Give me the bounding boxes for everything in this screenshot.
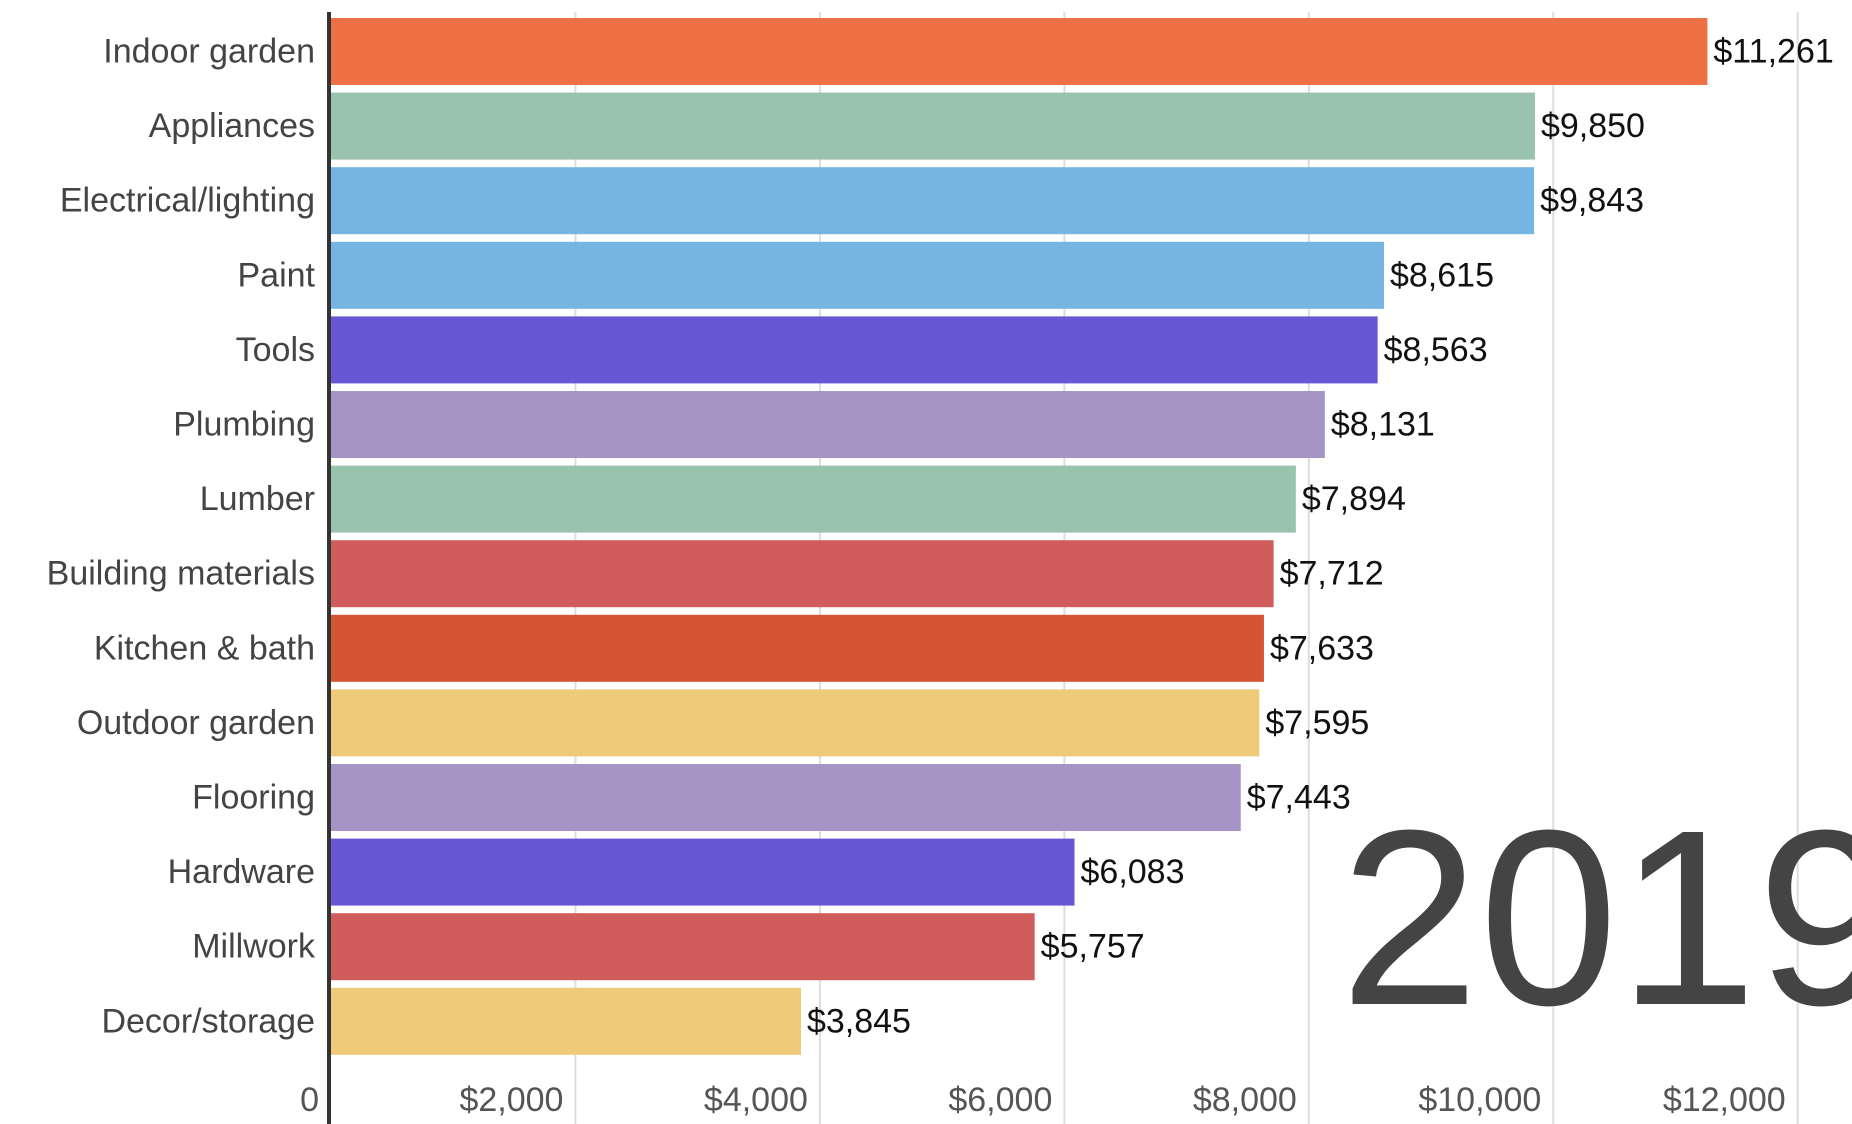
bar — [331, 92, 1535, 160]
value-label: $7,633 — [1270, 629, 1374, 667]
value-label: $7,595 — [1265, 704, 1369, 742]
value-label: $11,261 — [1713, 32, 1833, 70]
category-label: Indoor garden — [103, 32, 315, 70]
value-label: $9,850 — [1541, 107, 1645, 145]
category-label: Plumbing — [173, 405, 315, 443]
category-label: Outdoor garden — [77, 704, 315, 742]
bar — [331, 838, 1075, 906]
bar — [331, 18, 1708, 85]
x-tick-label: $4,000 — [704, 1081, 808, 1119]
bar — [331, 764, 1241, 831]
category-label: Lumber — [200, 480, 315, 518]
value-label: $7,712 — [1280, 555, 1384, 593]
category-label: Appliances — [149, 107, 315, 145]
bar — [331, 167, 1535, 235]
bar — [331, 987, 801, 1055]
bar — [331, 614, 1264, 682]
bar — [331, 540, 1274, 608]
bar — [331, 465, 1296, 533]
value-label: $6,083 — [1081, 853, 1185, 891]
category-label: Tools — [236, 331, 315, 369]
value-label: $8,563 — [1384, 331, 1488, 369]
value-label: $8,131 — [1331, 405, 1435, 443]
category-label: Building materials — [47, 555, 315, 593]
value-label: $7,443 — [1247, 778, 1351, 816]
category-label: Millwork — [192, 928, 316, 966]
x-tick-label: $12,000 — [1663, 1081, 1786, 1119]
bar — [331, 689, 1260, 757]
value-label: $9,843 — [1540, 182, 1644, 220]
year-annotation: 2019 — [1340, 778, 1852, 1057]
value-label: $7,894 — [1302, 480, 1406, 518]
bar — [331, 391, 1325, 458]
bar — [331, 241, 1384, 309]
category-label: Kitchen & bath — [94, 629, 315, 667]
x-tick-label: $8,000 — [1193, 1081, 1297, 1119]
value-label: $3,845 — [807, 1002, 911, 1040]
value-label: $8,615 — [1390, 256, 1494, 294]
bar — [331, 316, 1378, 384]
category-label: Paint — [238, 256, 316, 294]
value-label: $5,757 — [1041, 928, 1145, 966]
category-label: Electrical/lighting — [60, 182, 315, 220]
category-label: Decor/storage — [101, 1002, 315, 1040]
x-tick-label: $10,000 — [1418, 1081, 1541, 1119]
x-tick-label: $6,000 — [948, 1081, 1052, 1119]
bar — [331, 913, 1035, 981]
category-label: Hardware — [168, 853, 315, 891]
x-tick-label: $2,000 — [459, 1081, 563, 1119]
x-tick-label: 0 — [300, 1081, 319, 1119]
category-label: Flooring — [192, 778, 315, 816]
